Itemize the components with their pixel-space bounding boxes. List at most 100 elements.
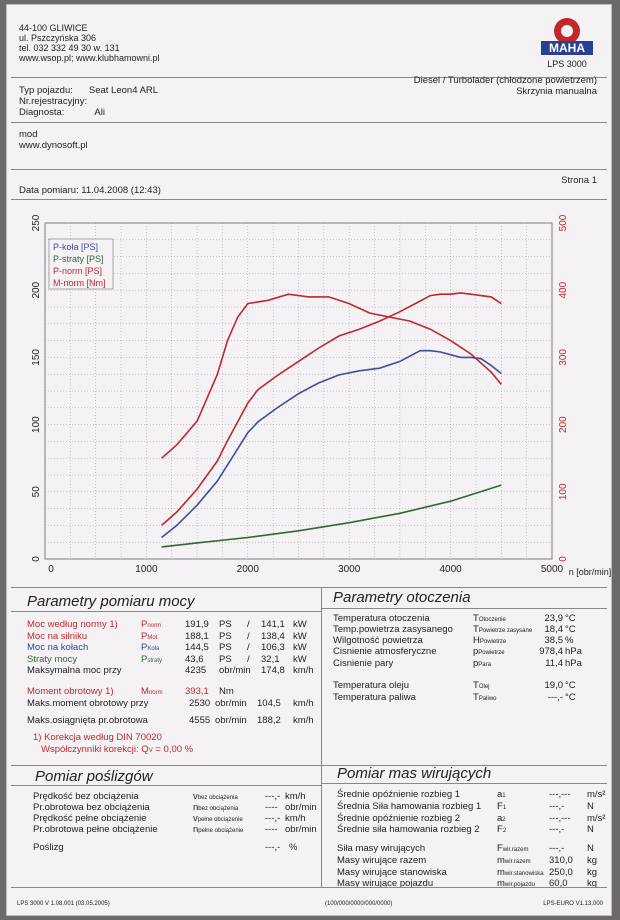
ambient-unit: hPa — [565, 658, 582, 669]
ambient-value: 978,4 — [539, 646, 563, 657]
series-line — [161, 292, 502, 527]
slip-value: ---- — [265, 802, 278, 813]
param-unit: obr/min — [215, 715, 247, 726]
mod-line: www.dynosoft.pl — [19, 140, 88, 151]
divider — [321, 608, 607, 609]
param-label: Maks.moment obrotowy przy — [27, 698, 149, 709]
series-line — [161, 293, 502, 459]
ambient-label: Wilgotność powietrza — [333, 635, 423, 646]
diagnosta-label: Diagnosta: — [19, 107, 65, 118]
x-tick-label: 2000 — [237, 564, 260, 575]
maha-logo: MAHA LPS 3000 — [535, 15, 599, 71]
mass-label: Siła masy wirujących — [337, 843, 426, 854]
mod-line: mod — [19, 129, 38, 140]
slip-symbol: nbez obciążenia — [193, 802, 239, 813]
ambient-symbol: TPowietrze zasysane — [473, 624, 533, 635]
param-symbol: PKoła — [141, 642, 160, 653]
mass-unit: N — [587, 843, 594, 854]
mass-symbol: Fwir.razem — [497, 843, 529, 854]
param-value: 393,1 — [185, 686, 209, 697]
param-value: 141,1 — [261, 619, 285, 630]
slip-label: Poślizg — [33, 842, 64, 853]
mass-label: Średnia Siła hamowania rozbieg 1 — [337, 801, 482, 812]
param-value: 174,8 — [261, 665, 285, 676]
ambient-value: 38,5 — [544, 635, 564, 646]
ambient-label: Cisnienie pary — [333, 658, 394, 669]
correction-note: 1) Korekcja według DIN 70020 — [33, 732, 162, 743]
param-value: 43,6 — [185, 653, 204, 665]
param-unit: kW — [293, 642, 307, 653]
param-label: Maks.osiągnięta pr.obrotowa — [27, 715, 148, 726]
engine-type: Diesel / Turbolader (chłodzone powietrze… — [413, 75, 597, 86]
x-tick-label: 4000 — [439, 564, 462, 575]
address-line: tel. 032 332 49 30 w. 131 — [19, 43, 120, 53]
param-symbol: Mnorm — [141, 686, 163, 697]
slip-symbol: vbez obciążenia — [193, 791, 238, 802]
param-value: 32,1 — [261, 653, 280, 665]
ambient-value: 18,4 — [544, 624, 564, 635]
param-separator: / — [247, 642, 250, 653]
param-separator: / — [247, 630, 250, 642]
param-symbol: Pnorm — [141, 619, 162, 630]
param-value: 188,1 — [185, 630, 209, 642]
slip-value: ---,- — [265, 842, 281, 853]
param-value: 144,5 — [185, 642, 209, 653]
mass-unit: m/s² — [587, 813, 606, 824]
divider — [11, 785, 321, 786]
ambient-unit: °C — [565, 613, 576, 624]
slip-unit: obr/min — [285, 802, 317, 813]
param-value: 188,2 — [257, 715, 281, 726]
section-title-masses: Pomiar mas wirujących — [337, 765, 492, 782]
mass-symbol: F1 — [497, 801, 507, 812]
ambient-symbol: HPowietrze — [473, 635, 507, 646]
mass-value: ---,--- — [549, 813, 571, 824]
slip-label: Prędkość bez obciążenia — [33, 791, 139, 802]
ambient-unit: hPa — [565, 646, 582, 657]
param-value: 106,3 — [261, 642, 285, 653]
mass-unit: N — [587, 801, 594, 812]
param-symbol: Pstraty — [141, 653, 163, 665]
series-line — [161, 349, 502, 539]
ambient-label: Temp.powietrza zasysanego — [333, 624, 453, 635]
y-tick-label-right: 0 — [558, 556, 569, 562]
address-block: 44-100 GLIWICE ul. Pszczyńska 306 tel. 0… — [19, 23, 160, 63]
ambient-value: ---,- — [547, 692, 563, 703]
mass-symbol: mwir.stanowiska — [497, 867, 544, 878]
divider — [11, 199, 607, 200]
divider — [11, 169, 607, 170]
slip-label: Prędkość pełne obciążenie — [33, 813, 147, 824]
legend-entry: P-koła [PS] — [53, 242, 98, 252]
mass-unit: kg — [587, 878, 598, 889]
ambient-symbol: TPaliwo — [473, 692, 497, 703]
ambient-value: 23,9 — [544, 613, 564, 624]
param-separator: / — [247, 619, 250, 630]
mass-unit: N — [587, 824, 594, 835]
param-unit: kW — [293, 619, 307, 630]
ambient-symbol: pPowietrze — [473, 646, 505, 657]
param-value: 4235 — [185, 665, 207, 676]
ambient-symbol: pPara — [473, 658, 491, 669]
mass-value: 250,0 — [549, 867, 573, 878]
reg-label: Nr.rejestracyjny: — [19, 96, 88, 107]
mass-unit: kg — [587, 867, 598, 878]
param-unit: km/h — [293, 665, 314, 676]
address-line: 44-100 GLIWICE — [19, 23, 88, 33]
divider — [11, 587, 607, 588]
mass-value: 310,0 — [549, 855, 573, 866]
series-line — [161, 484, 502, 548]
divider — [321, 783, 607, 784]
slip-value: ---- — [265, 824, 278, 835]
mass-label: Masy wirujące pojazdu — [337, 878, 434, 889]
param-label: Moc na kołach — [27, 642, 89, 653]
ambient-symbol: TOtoczenie — [473, 613, 506, 624]
param-label: Moc według normy 1) — [27, 619, 118, 630]
y-tick-label-right: 300 — [558, 349, 569, 366]
page-number: Strona 1 — [561, 175, 597, 186]
legend-box — [48, 238, 114, 290]
param-label: Straty mocy — [27, 653, 78, 665]
slip-value: ---,- — [265, 813, 281, 824]
ambient-label: Temperatura otoczenia — [333, 613, 430, 624]
divider — [11, 887, 607, 888]
mass-value: ---,- — [549, 843, 565, 854]
x-tick-label: 3000 — [338, 564, 361, 575]
